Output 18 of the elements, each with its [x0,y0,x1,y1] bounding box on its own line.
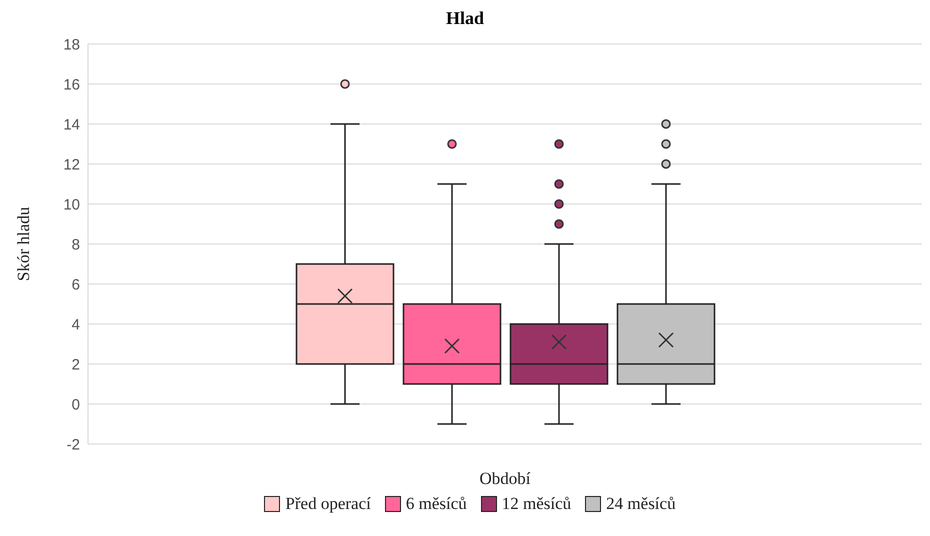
y-tick-label: 12 [63,156,80,174]
y-axis-title: Skór hladu [14,206,34,282]
legend-label: Před operací [284,494,371,514]
y-tick-label: 4 [72,316,80,334]
y-tick-label: 6 [72,276,80,294]
legend-label: 24 měsíců [605,494,676,514]
x-axis-title: Období [480,469,531,488]
y-tick-label: 10 [63,196,80,214]
y-tick-label: 2 [72,356,80,374]
chart-title: Hlad [444,8,485,30]
y-tick-label: 18 [63,36,80,54]
y-tick-label: 0 [72,396,80,414]
y-tick-label: 8 [72,236,80,254]
y-tick-label: 16 [63,76,80,94]
legend-label: 12 měsíců [500,494,572,514]
legend-label: 6 měsíců [404,494,467,514]
y-tick-label: 14 [63,116,80,134]
y-tick-label: -2 [66,436,80,454]
